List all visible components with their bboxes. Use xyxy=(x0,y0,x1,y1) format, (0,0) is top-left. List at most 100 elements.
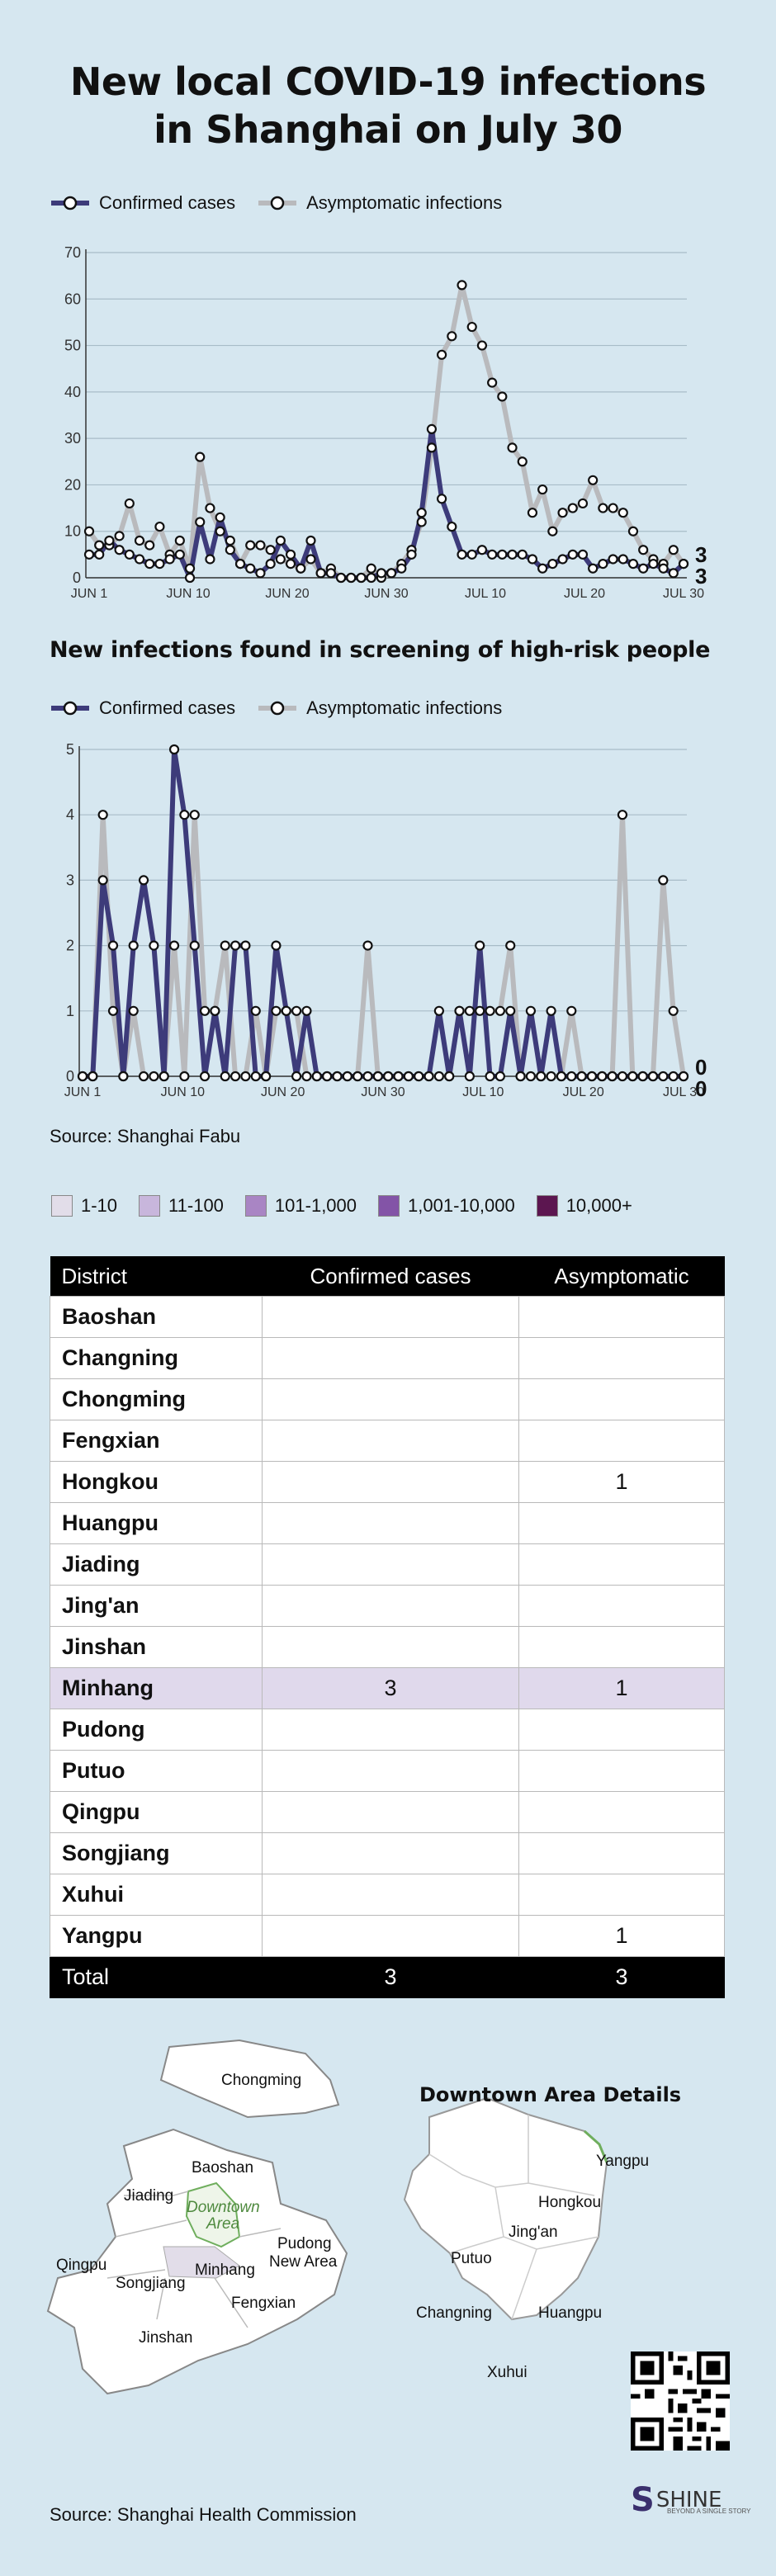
confirmed-data-point xyxy=(159,1071,169,1082)
map-label-yangpu: Yangpu xyxy=(596,2153,649,2170)
confirmed-data-point xyxy=(515,1071,526,1082)
asymptomatic-data-point xyxy=(464,1005,475,1016)
downtown-map-title: Downtown Area Details xyxy=(419,2083,682,2106)
district-cell: Putuo xyxy=(50,1750,263,1792)
confirmed-data-point xyxy=(195,517,206,527)
asymptomatic-data-point xyxy=(94,540,105,551)
asymptomatic-data-point xyxy=(107,1005,119,1016)
confirmed-data-point xyxy=(245,563,256,574)
end-label-confirmed: 3 xyxy=(695,564,707,588)
confirmed-data-point xyxy=(678,559,689,570)
asymptomatic-data-point xyxy=(225,535,235,546)
table-row: Minhang 3 1 xyxy=(50,1667,725,1709)
confirmed-data-point xyxy=(376,568,386,579)
end-label-confirmed: 0 xyxy=(695,1076,707,1101)
table-row: Qingpu xyxy=(50,1791,725,1833)
map-label-qingpu: Qingpu xyxy=(56,2257,106,2274)
table-row: Changning xyxy=(50,1337,725,1379)
asymptomatic-data-point xyxy=(285,559,296,570)
asymptomatic-data-point xyxy=(608,503,618,513)
district-cell: Changning xyxy=(50,1337,263,1379)
color-scale-legend: 1-10 11-100 101-1,000 1,001-10,000 10,000+ xyxy=(51,1195,654,1217)
confirmed-data-point xyxy=(250,1071,261,1082)
confirmed-data-point xyxy=(546,1005,556,1016)
confirmed-data-point xyxy=(476,545,488,555)
page-title: New local COVID-19 infections in Shangha… xyxy=(69,59,707,152)
confirmed-data-point xyxy=(393,1071,404,1082)
map-label-jiading: Jiading xyxy=(124,2187,173,2205)
asymptomatic-data-point xyxy=(547,526,558,536)
district-cell: Jiading xyxy=(50,1543,263,1586)
asymptomatic-data-point xyxy=(220,940,230,951)
asymptomatic-data-point xyxy=(598,503,608,513)
confirmed-data-point xyxy=(607,1071,617,1082)
asymptomatic-data-point xyxy=(240,1071,251,1082)
table-row: Huangpu xyxy=(50,1502,725,1544)
confirmed-data-point xyxy=(138,875,149,886)
asymptomatic-data-point xyxy=(517,456,528,467)
scale-label: 1,001-10,000 xyxy=(408,1195,515,1216)
main-map-labels: Chongming Baoshan Jiading Downtown Area … xyxy=(56,2072,338,2347)
asymptomatic-data-point xyxy=(447,331,457,342)
asymptomatic-data-point xyxy=(366,563,376,574)
confirmed-data-point xyxy=(466,549,477,560)
asymptomatic-data-point xyxy=(215,526,225,536)
confirmed-data-point xyxy=(444,1071,455,1082)
confirmed-data-point xyxy=(315,568,326,579)
confirmed-data-point xyxy=(88,1071,98,1082)
confirmed-data-point xyxy=(325,568,336,579)
confirmed-data-point xyxy=(362,1071,373,1082)
confirmed-data-point xyxy=(597,1071,608,1082)
confirmed-cell xyxy=(262,1502,519,1544)
confirmed-data-point xyxy=(598,559,608,570)
confirmed-data-point xyxy=(372,1071,383,1082)
confirmed-data-point xyxy=(588,563,599,574)
confirmed-data-point xyxy=(118,1071,129,1082)
x-tick-label: JUN 20 xyxy=(265,587,309,601)
confirmed-data-point xyxy=(416,508,427,518)
map-label-fengxian: Fengxian xyxy=(231,2295,296,2312)
table-row: Hongkou 1 xyxy=(50,1461,725,1503)
asymptomatic-data-point xyxy=(476,340,488,351)
asymptomatic-data-point xyxy=(250,1005,261,1016)
y-tick-label: 5 xyxy=(66,741,74,758)
confirmed-data-point xyxy=(617,554,628,565)
confirmed-series-line xyxy=(83,747,684,1079)
confirmed-data-point xyxy=(447,521,457,532)
confirmed-data-point xyxy=(220,1071,230,1082)
chart2-title: New infections found in screening of hig… xyxy=(50,637,711,663)
confirmed-data-point xyxy=(627,559,639,570)
map-label-baoshan: Baoshan xyxy=(192,2159,253,2177)
district-cell: Qingpu xyxy=(50,1791,263,1833)
y-tick-label: 40 xyxy=(64,384,81,400)
downtown-green-edge xyxy=(584,2129,608,2163)
confirmed-data-point xyxy=(537,563,548,574)
district-lines xyxy=(106,2191,282,2328)
shine-logo-icon: S xyxy=(631,2481,655,2519)
confirmed-cell xyxy=(262,1626,519,1668)
confirmed-cell xyxy=(262,1337,519,1379)
scale-item: 1,001-10,000 xyxy=(378,1195,515,1217)
confirmed-cell xyxy=(262,1461,519,1503)
confirmed-data-point xyxy=(234,559,246,570)
x-tick-label: JUL 10 xyxy=(462,1085,504,1099)
map-label-chongming: Chongming xyxy=(221,2072,301,2089)
confirmed-data-point xyxy=(527,554,538,565)
confirmed-data-point xyxy=(464,1071,475,1082)
y-tick-label: 10 xyxy=(64,523,81,540)
chart-new-infections: 0 10 20 30 40 50 60 70 JUN 1 JUN 10 JUN 20 JUN 30 JU… xyxy=(64,244,707,601)
asymptomatic-cell xyxy=(518,1378,725,1420)
asymptomatic-data-point xyxy=(638,545,649,555)
confirmed-data-point xyxy=(356,572,367,584)
asymptomatic-data-point xyxy=(229,1071,241,1082)
table-row: Chongming xyxy=(50,1378,725,1420)
confirmed-data-point xyxy=(97,875,108,886)
asymptomatic-data-point xyxy=(362,940,373,951)
confirmed-data-point xyxy=(566,1071,577,1082)
confirmed-data-point xyxy=(271,940,282,951)
asymptomatic-data-point xyxy=(426,442,438,453)
asymptomatic-cell: 1 xyxy=(518,1667,725,1709)
asymptomatic-data-point xyxy=(557,508,568,518)
asymptomatic-data-point xyxy=(114,531,125,541)
confirmed-data-point xyxy=(94,549,105,560)
